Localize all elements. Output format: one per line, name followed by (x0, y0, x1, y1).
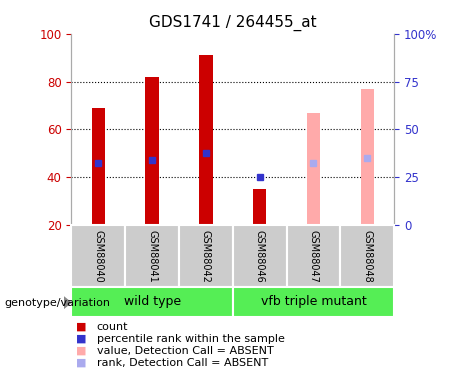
Bar (361, 89, 374, 225)
Bar (253, 189, 266, 225)
Text: ■: ■ (76, 358, 87, 368)
Text: GSM88047: GSM88047 (308, 230, 319, 283)
Bar (179, 225, 233, 287)
Text: GSM88040: GSM88040 (93, 230, 103, 283)
Text: count: count (97, 322, 128, 332)
Text: GSM88048: GSM88048 (362, 230, 372, 283)
Text: GSM88046: GSM88046 (254, 230, 265, 283)
Polygon shape (64, 296, 72, 309)
Text: ■: ■ (76, 346, 87, 356)
Bar (199, 55, 213, 225)
Text: value, Detection Call = ABSENT: value, Detection Call = ABSENT (97, 346, 273, 356)
Text: ■: ■ (76, 334, 87, 344)
Bar (71, 287, 233, 317)
Bar (287, 225, 340, 287)
Text: GSM88042: GSM88042 (201, 230, 211, 283)
Bar (307, 112, 320, 225)
Bar (92, 108, 105, 225)
Text: vfb triple mutant: vfb triple mutant (260, 296, 366, 308)
Bar (145, 77, 159, 225)
Bar (340, 225, 394, 287)
Text: ■: ■ (76, 322, 87, 332)
Bar (233, 225, 287, 287)
Text: GSM88041: GSM88041 (147, 230, 157, 283)
Text: wild type: wild type (124, 296, 181, 308)
Bar (125, 225, 179, 287)
Bar (233, 287, 394, 317)
Text: genotype/variation: genotype/variation (5, 298, 111, 307)
Text: rank, Detection Call = ABSENT: rank, Detection Call = ABSENT (97, 358, 268, 368)
Title: GDS1741 / 264455_at: GDS1741 / 264455_at (149, 15, 317, 31)
Text: percentile rank within the sample: percentile rank within the sample (97, 334, 285, 344)
Bar (71, 225, 125, 287)
